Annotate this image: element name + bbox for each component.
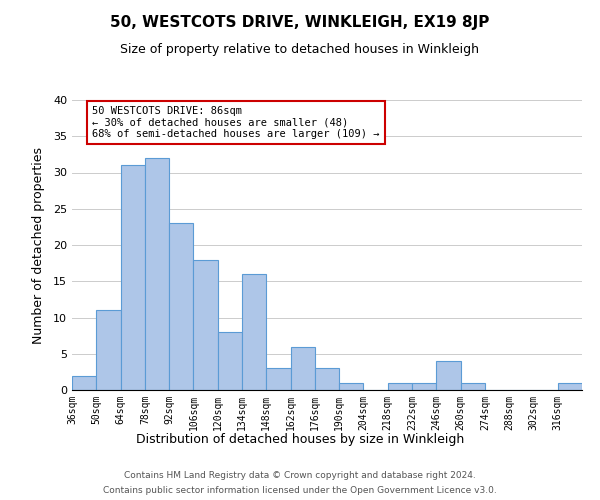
Text: Contains HM Land Registry data © Crown copyright and database right 2024.: Contains HM Land Registry data © Crown c… bbox=[124, 471, 476, 480]
Bar bbox=[315, 368, 339, 390]
Bar bbox=[388, 383, 412, 390]
Bar bbox=[412, 383, 436, 390]
Y-axis label: Number of detached properties: Number of detached properties bbox=[32, 146, 44, 344]
Bar bbox=[461, 383, 485, 390]
Bar bbox=[218, 332, 242, 390]
Bar bbox=[558, 383, 582, 390]
Text: Size of property relative to detached houses in Winkleigh: Size of property relative to detached ho… bbox=[121, 42, 479, 56]
Bar bbox=[145, 158, 169, 390]
Text: 50 WESTCOTS DRIVE: 86sqm
← 30% of detached houses are smaller (48)
68% of semi-d: 50 WESTCOTS DRIVE: 86sqm ← 30% of detach… bbox=[92, 106, 380, 139]
Text: Contains public sector information licensed under the Open Government Licence v3: Contains public sector information licen… bbox=[103, 486, 497, 495]
Text: Distribution of detached houses by size in Winkleigh: Distribution of detached houses by size … bbox=[136, 432, 464, 446]
Bar bbox=[242, 274, 266, 390]
Bar bbox=[96, 310, 121, 390]
Bar bbox=[339, 383, 364, 390]
Bar bbox=[169, 223, 193, 390]
Bar bbox=[266, 368, 290, 390]
Bar bbox=[121, 165, 145, 390]
Bar bbox=[72, 376, 96, 390]
Bar bbox=[290, 346, 315, 390]
Bar bbox=[193, 260, 218, 390]
Text: 50, WESTCOTS DRIVE, WINKLEIGH, EX19 8JP: 50, WESTCOTS DRIVE, WINKLEIGH, EX19 8JP bbox=[110, 15, 490, 30]
Bar bbox=[436, 361, 461, 390]
